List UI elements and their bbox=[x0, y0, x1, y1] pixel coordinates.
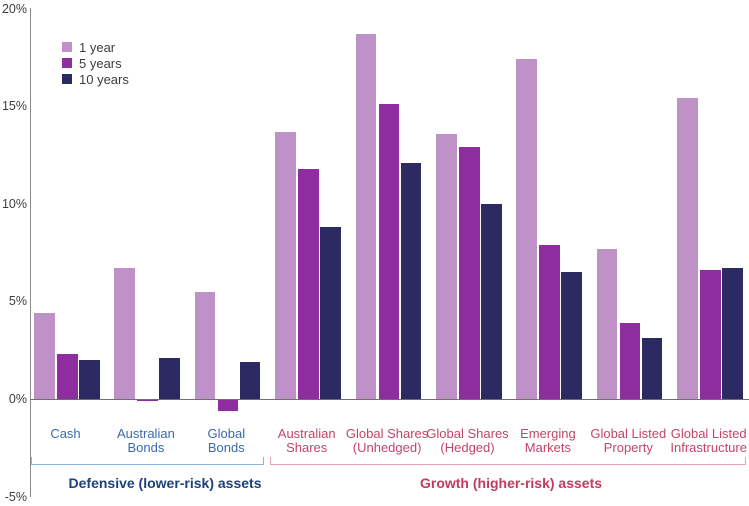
category-label: Global Shares (Hedged) bbox=[426, 426, 509, 455]
category-label: Emerging Markets bbox=[520, 426, 576, 455]
legend-swatch-icon bbox=[62, 74, 72, 84]
bar bbox=[561, 272, 582, 399]
legend: 1 year 5 years 10 years bbox=[62, 39, 129, 87]
group-bracket bbox=[30, 457, 264, 465]
bar bbox=[320, 227, 341, 399]
bar bbox=[539, 244, 560, 399]
bar bbox=[114, 268, 135, 399]
bar bbox=[239, 361, 261, 399]
bar bbox=[298, 168, 319, 399]
bar bbox=[34, 313, 55, 399]
category-label: Global Listed Infrastructure bbox=[670, 426, 747, 455]
bar bbox=[641, 338, 663, 399]
bar bbox=[159, 358, 180, 399]
bar bbox=[355, 33, 377, 399]
legend-item: 10 years bbox=[62, 71, 129, 87]
category-label: Australian Shares bbox=[277, 426, 336, 455]
y-tick-label: 15% bbox=[1, 99, 27, 114]
zero-gridline bbox=[29, 398, 749, 400]
group-bracket-label: Growth (higher-risk) assets bbox=[419, 475, 603, 491]
bar bbox=[481, 203, 502, 399]
bar bbox=[700, 270, 721, 399]
bar bbox=[596, 248, 618, 399]
group-bracket-label: Defensive (lower-risk) assets bbox=[68, 475, 262, 491]
bar bbox=[400, 162, 422, 399]
y-tick-label: 0% bbox=[8, 392, 27, 406]
legend-label: 1 year bbox=[79, 39, 116, 55]
bar bbox=[459, 147, 480, 399]
bar bbox=[677, 98, 698, 399]
category-label: Global Shares (Unhedged) bbox=[345, 426, 429, 455]
category-label: Cash bbox=[50, 426, 81, 441]
bar bbox=[275, 131, 296, 399]
bar bbox=[57, 354, 78, 399]
bar bbox=[217, 399, 239, 411]
bar bbox=[378, 104, 400, 399]
legend-item: 1 year bbox=[62, 39, 129, 55]
group-bracket bbox=[270, 457, 746, 465]
bar bbox=[722, 268, 743, 399]
legend-swatch-icon bbox=[62, 42, 72, 52]
category-label: Australian Bonds bbox=[116, 426, 175, 455]
category-label: Global Bonds bbox=[207, 426, 246, 455]
y-tick-label: 20% bbox=[1, 1, 27, 16]
bar bbox=[436, 133, 457, 399]
y-tick-label: -5% bbox=[4, 489, 27, 504]
bar bbox=[619, 322, 641, 399]
legend-label: 10 years bbox=[79, 71, 129, 87]
legend-swatch-icon bbox=[62, 58, 72, 68]
y-axis-line bbox=[29, 8, 31, 497]
y-tick-label: 5% bbox=[8, 294, 27, 309]
legend-label: 5 years bbox=[79, 55, 122, 71]
bar bbox=[194, 291, 216, 399]
bar bbox=[79, 359, 100, 399]
category-label: Global Listed Property bbox=[590, 426, 667, 455]
bar bbox=[516, 59, 537, 399]
y-tick-label: 10% bbox=[1, 196, 27, 211]
legend-item: 5 years bbox=[62, 55, 129, 71]
